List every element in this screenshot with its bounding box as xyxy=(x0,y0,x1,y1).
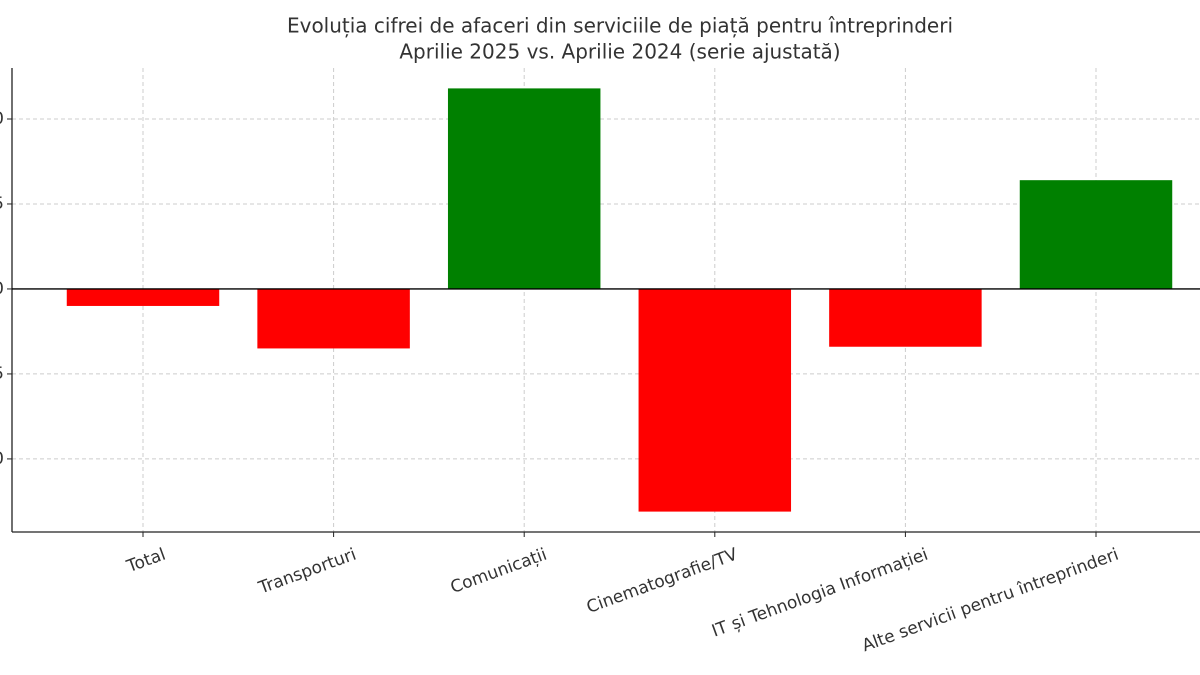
y-tick-label: 5 xyxy=(0,194,4,214)
x-tick-label: Comunicații xyxy=(448,545,550,598)
y-tick-label: -10 xyxy=(0,449,4,469)
x-tick-label: Cinematografie/TV xyxy=(584,544,741,617)
bar xyxy=(1019,180,1173,289)
y-tick-label: 10 xyxy=(0,109,4,129)
bar xyxy=(829,288,982,347)
bar xyxy=(257,288,410,349)
bar xyxy=(66,288,220,306)
x-tick-label: Total xyxy=(123,545,168,578)
bar-layer xyxy=(66,88,1173,512)
bar xyxy=(447,88,601,289)
y-tick-label: 0 xyxy=(0,279,4,299)
y-tick-label: -5 xyxy=(0,364,4,384)
bar xyxy=(638,288,792,512)
chart-subtitle: Aprilie 2025 vs. Aprilie 2024 (serie aju… xyxy=(399,40,840,64)
x-tick-label: Transporturi xyxy=(255,545,359,599)
chart-title: Evoluția cifrei de afaceri din serviciil… xyxy=(287,14,953,38)
